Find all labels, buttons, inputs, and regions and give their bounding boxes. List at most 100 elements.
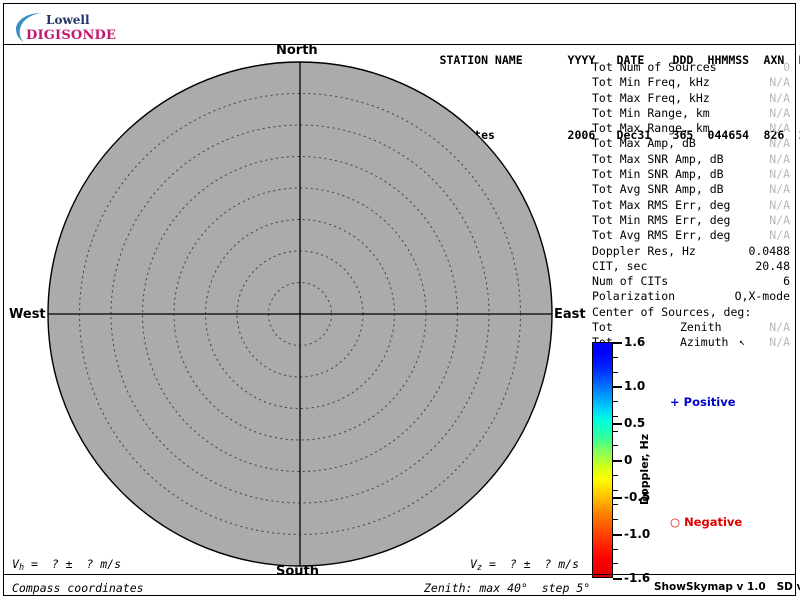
stats-row-label: Num of CITs [592,274,669,289]
stats-row-label: CIT, sec [592,258,648,273]
stats-row-label: Tot Avg RMS Err, deg [592,228,731,243]
colorbar-tick-label: 0.5 [624,416,646,431]
stats-row: Num of CITs 6 [592,274,792,289]
stats-row-value: 6 [783,274,790,289]
legend-negative-doppler: ○ Negative [670,515,742,529]
header-label-station-name: STATION NAME [439,53,523,67]
colorbar-minor-tick [613,415,618,417]
stats-row: Tot Min SNR Amp, dB N/A [592,167,792,182]
stats-row-value: N/A [769,335,790,350]
stats-row-label: Tot [592,320,613,335]
stats-row-value: N/A [769,75,790,90]
vh-symbol: V [12,557,19,571]
colorbar-tick-label: 1.6 [624,335,646,349]
header-value-hhmmss: 044654 [707,128,750,142]
stats-row-value: 0 [783,60,790,74]
stats-row: Tot Max Amp, dB N/A [592,136,792,151]
colorbar-minor-tick [613,371,618,373]
compass-label-east: East [554,307,586,322]
stats-row-label: Center of Sources, deg: [592,304,752,319]
stats-row-label: Tot Max Amp, dB [592,136,696,151]
stats-row: Tot Min Freq, kHz N/A [592,75,792,90]
stats-row-label: Tot Min Range, km [592,105,710,120]
logo-lowell-text: Lowell [46,13,90,27]
colorbar-major-tick [613,460,622,462]
header-label-date: DATE [616,53,645,67]
stats-row-label: Tot Num of Sources [592,60,717,74]
stats-row-value: N/A [769,197,790,212]
stats-row-label: Tot Min SNR Amp, dB [592,167,724,182]
stats-row-value: N/A [769,167,790,182]
zenith-scale-label: Zenith: max 40° step 5° [424,581,591,595]
stats-row-value: N/A [769,136,790,151]
colorbar-minor-tick [613,489,618,491]
stats-row-label: Polarization [592,289,676,304]
statistics-panel: Tot Num of Sources 0 Tot Min Freq, kHz N/A T… [592,60,792,351]
stats-row-label: Doppler Res, Hz [592,243,696,258]
colorbar-minor-tick [613,401,618,402]
stats-row-value: O,X-mode [734,289,790,304]
stats-row-label: Tot Max RMS Err, deg [592,197,731,212]
stats-row-value: N/A [769,320,790,335]
stats-row: Tot Min Range, km N/A [592,106,792,121]
logo-digisonde-text: DIGISONDE [26,28,117,43]
vz-subscript: z [476,563,483,573]
colorbar-axis-title: Doppler, Hz [638,433,651,505]
legend-negative-symbol: ○ [670,515,681,529]
header-label-yyyy: YYYY [567,53,596,67]
stats-row-label: Tot Max Range, km [592,121,710,136]
logo-arc-icon [16,13,42,42]
colorbar-major-tick [613,423,622,426]
stats-row: Tot Max SNR Amp, dB N/A [592,152,792,167]
colorbar-tick-label: -1.0 [624,526,651,541]
footer-divider [4,574,795,575]
stats-row-value: N/A [769,212,790,227]
stats-row-value: N/A [769,182,790,197]
skymap-canvas[interactable] [47,61,553,567]
stats-row: Center of Sources, deg: [592,305,792,320]
stats-row: Tot Max Range, km N/A [592,121,792,136]
vh-subscript: h [18,563,25,573]
header-label-axn: AXN [763,53,785,67]
legend-positive-symbol: + [670,395,680,409]
colorbar-minor-tick [613,445,618,447]
window-border [3,3,796,596]
colorbar-ticks [613,342,623,580]
doppler-colorbar [592,342,613,578]
colorbar-major-tick [613,342,622,344]
colorbar-major-tick [613,496,622,499]
stats-row: CIT, sec 20.48 [592,259,792,274]
header-label-pps: PPS [799,53,800,68]
colorbar-minor-tick [613,548,618,550]
stats-row: Tot Min RMS Err, deg N/A [592,213,792,228]
stats-row: Polarization O,X-mode [592,289,792,304]
colorbar-major-tick [613,578,622,580]
stats-row-value: N/A [769,151,790,166]
stats-row: Tot Num of Sources 0 [592,60,792,75]
stats-row-subfield: Azimuth [680,335,729,350]
header-value-axn: 826 [763,128,785,142]
compass-label-west: West [9,307,46,322]
stats-row: Tot Zenith N/A [592,320,792,335]
stats-row-value: 0.0488 [748,243,790,258]
header-value-pps: 100 [799,128,800,143]
legend-negative-label: Negative [684,515,743,529]
skymap-plot[interactable] [47,61,553,567]
legend-positive-doppler: + Positive [670,395,736,409]
colorbar-tick-label: 0 [624,453,633,467]
header-column-labels: STATION NAMEYYYYDATEDDDHHMMSSAXNPPSIGP [398,38,800,83]
colorbar-tick-label: 1.0 [624,379,646,394]
stats-row-label: Tot Min Freq, kHz [592,75,710,90]
stats-row-value: N/A [769,105,790,120]
horizontal-velocity-readout: Vh = ? ± ? m/s [12,557,121,573]
stats-row-value: N/A [769,90,790,105]
stats-row-subfield: Zenith [680,320,722,335]
vz-value: = ? ± ? m/s [482,557,579,571]
header-label-ddd: DDD [672,53,694,67]
colorbar-major-tick [613,386,622,389]
stats-row-value: N/A [769,228,790,243]
header-value-yyyy: 2006 [567,128,596,142]
stats-row: TotAzimuth↖N/A [592,335,792,350]
colorbar-major-tick [613,533,622,536]
